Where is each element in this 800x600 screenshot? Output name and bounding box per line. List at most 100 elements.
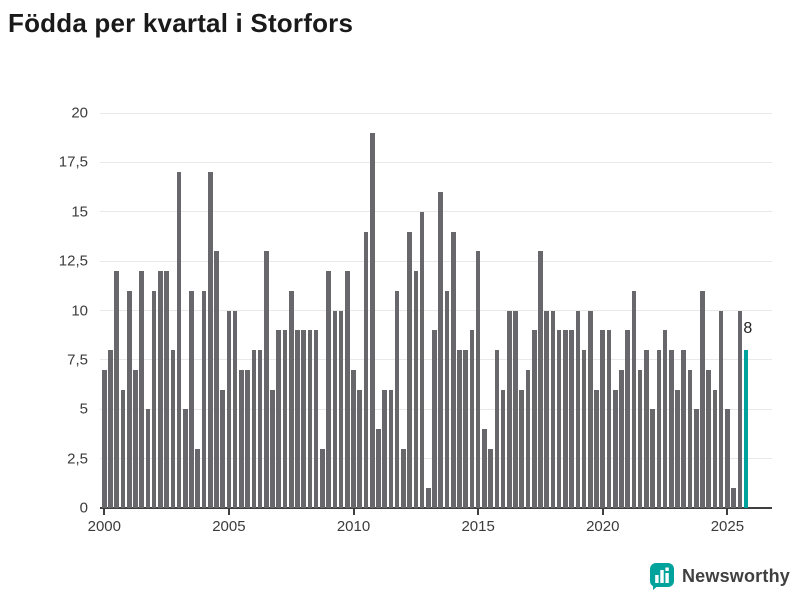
bar-quarter bbox=[438, 192, 444, 508]
bar-quarter bbox=[594, 389, 599, 508]
bar-quarter bbox=[507, 310, 512, 508]
bar-quarter bbox=[158, 271, 163, 508]
bar-quarter bbox=[332, 310, 338, 508]
latest-value-label: 8 bbox=[743, 320, 753, 337]
bar-quarter bbox=[569, 330, 574, 508]
bar-quarter bbox=[363, 231, 369, 508]
bar-highlight-latest-quarter bbox=[743, 350, 749, 508]
bar-quarter bbox=[475, 251, 481, 508]
bar-quarter bbox=[413, 271, 419, 508]
bar-quarter bbox=[544, 310, 549, 508]
bar-quarter bbox=[693, 409, 699, 508]
bar-quarter bbox=[581, 350, 587, 508]
brand-logo[interactable]: Newsworthy bbox=[649, 562, 790, 590]
bar-quarter bbox=[376, 429, 381, 508]
bar-quarter bbox=[637, 369, 643, 508]
bar-quarter bbox=[369, 132, 375, 508]
bar-quarter bbox=[245, 369, 250, 508]
bar-quarter bbox=[669, 350, 674, 508]
bar-quarter bbox=[407, 231, 412, 508]
bar-quarter bbox=[139, 271, 144, 508]
bar-quarter bbox=[644, 350, 649, 508]
bar-quarter bbox=[488, 448, 493, 508]
bar-quarter bbox=[494, 350, 500, 508]
x-axis-tick bbox=[726, 508, 729, 515]
bar-quarter bbox=[500, 389, 506, 508]
bar-quarter bbox=[239, 369, 244, 508]
y-axis-tick-label: 15 bbox=[71, 203, 88, 221]
y-axis-tick-label: 5 bbox=[79, 400, 88, 418]
bar-quarter bbox=[326, 271, 331, 508]
bar-quarter bbox=[108, 350, 113, 508]
bar-quarter bbox=[382, 389, 387, 508]
bar-quarter bbox=[426, 488, 431, 508]
y-axis-tick-label: 10 bbox=[71, 302, 88, 319]
bar-quarter bbox=[351, 369, 356, 508]
bar-quarter bbox=[170, 350, 176, 508]
chart-plot-area: 0 2,5 5 7,5 10 12,5 15 17,5 20 8 2000 2005 2010 2015 2… bbox=[59, 105, 772, 535]
gridline bbox=[100, 161, 772, 163]
bar-quarter bbox=[114, 271, 120, 508]
gridline bbox=[100, 112, 772, 114]
gridline bbox=[100, 260, 772, 262]
bar-quarter bbox=[133, 369, 138, 508]
bar-quarter bbox=[731, 488, 736, 508]
gridline bbox=[100, 310, 772, 311]
bar-quarter bbox=[463, 350, 468, 508]
bar-quarter bbox=[737, 310, 743, 508]
bar-quarter bbox=[450, 231, 456, 508]
bar-quarter bbox=[195, 448, 201, 508]
bar-quarter bbox=[419, 211, 425, 508]
newsworthy-pin-chart-icon bbox=[649, 562, 675, 590]
y-axis-tick-label: 12,5 bbox=[58, 252, 88, 270]
bar-quarter bbox=[513, 310, 518, 508]
y-axis-tick-label: 2,5 bbox=[67, 450, 88, 468]
bar-quarter bbox=[151, 290, 157, 508]
x-axis-tick-label: 2025 bbox=[710, 518, 745, 535]
x-axis-tick bbox=[103, 508, 106, 515]
bar-quarter bbox=[126, 290, 132, 508]
bar-quarter bbox=[276, 330, 282, 508]
x-axis-tick bbox=[352, 508, 355, 515]
bar-quarter bbox=[313, 330, 319, 508]
bar-quarter bbox=[588, 310, 593, 508]
bar-quarter bbox=[575, 310, 581, 508]
bar-quarter bbox=[606, 330, 612, 508]
y-axis-tick-label: 20 bbox=[71, 104, 88, 122]
bar-quarter bbox=[357, 389, 363, 508]
bar-quarter bbox=[718, 310, 724, 508]
bar-quarter bbox=[612, 389, 618, 508]
bar-quarter bbox=[531, 330, 537, 508]
bar-quarter bbox=[662, 330, 668, 508]
bar-quarter bbox=[295, 330, 300, 508]
bar-quarter bbox=[675, 389, 680, 508]
bar-quarter bbox=[712, 389, 718, 508]
bar-quarter bbox=[345, 271, 350, 508]
bar-quarter bbox=[201, 290, 207, 508]
bar-quarter bbox=[519, 389, 525, 508]
bar-quarter bbox=[183, 409, 188, 508]
bar-quarter bbox=[625, 330, 630, 508]
bar-quarter bbox=[457, 350, 462, 508]
x-axis-tick bbox=[601, 508, 604, 515]
bar-quarter bbox=[631, 290, 637, 508]
bar-quarter bbox=[444, 290, 450, 508]
bar-quarter bbox=[176, 172, 182, 508]
bar-quarter bbox=[525, 369, 531, 508]
bar-quarter bbox=[288, 290, 294, 508]
bar-quarter bbox=[232, 310, 238, 508]
bar-quarter bbox=[120, 389, 126, 508]
bar-quarter bbox=[282, 330, 288, 508]
bar-quarter bbox=[102, 369, 107, 508]
bar-quarter bbox=[270, 389, 275, 508]
bar-quarter bbox=[401, 448, 406, 508]
x-axis-tick-label: 2005 bbox=[212, 518, 246, 535]
x-axis-line bbox=[100, 507, 772, 509]
bar-quarter bbox=[257, 350, 263, 508]
bar-quarter bbox=[307, 330, 313, 508]
bar-quarter bbox=[706, 369, 711, 508]
bar-quarter bbox=[189, 290, 194, 508]
bar-quarter bbox=[556, 330, 562, 508]
bar-quarter bbox=[220, 389, 225, 508]
bar-quarter bbox=[650, 409, 655, 508]
